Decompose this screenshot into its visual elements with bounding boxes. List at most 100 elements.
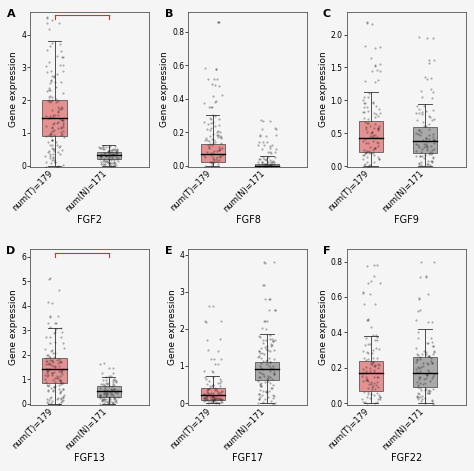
Point bbox=[113, 149, 121, 157]
Point bbox=[53, 53, 61, 60]
Point bbox=[264, 342, 271, 350]
Point bbox=[412, 109, 420, 117]
Point bbox=[210, 155, 217, 163]
Point bbox=[262, 345, 270, 352]
Point bbox=[259, 370, 266, 378]
Point bbox=[54, 148, 61, 155]
Point bbox=[214, 18, 222, 26]
Point bbox=[260, 350, 268, 358]
Point bbox=[213, 398, 220, 406]
Point bbox=[425, 135, 432, 142]
Point bbox=[429, 342, 437, 349]
Point bbox=[257, 382, 265, 390]
Point bbox=[364, 280, 372, 287]
Point bbox=[207, 355, 215, 363]
Point bbox=[425, 318, 432, 325]
Point bbox=[55, 359, 62, 367]
Point bbox=[107, 150, 115, 158]
Point bbox=[48, 299, 55, 307]
Point bbox=[47, 159, 55, 167]
Point bbox=[257, 379, 265, 387]
Point bbox=[416, 379, 423, 387]
Point bbox=[419, 146, 426, 153]
Point bbox=[52, 158, 59, 166]
Point bbox=[213, 394, 220, 401]
Point bbox=[262, 161, 270, 168]
Point bbox=[416, 131, 423, 139]
Point bbox=[211, 113, 219, 120]
Point bbox=[416, 355, 424, 363]
Point bbox=[106, 148, 113, 156]
Point bbox=[103, 396, 110, 403]
Point bbox=[109, 399, 117, 407]
Point bbox=[49, 388, 57, 395]
Point bbox=[417, 364, 425, 371]
Point bbox=[205, 377, 213, 385]
Point bbox=[44, 97, 52, 105]
Point bbox=[257, 365, 265, 372]
Point bbox=[207, 389, 214, 397]
Point bbox=[105, 158, 112, 165]
Point bbox=[266, 358, 274, 366]
Point bbox=[207, 115, 215, 122]
Point bbox=[365, 139, 372, 146]
Point bbox=[208, 151, 215, 158]
Point bbox=[210, 156, 218, 163]
Point bbox=[217, 153, 224, 160]
Point bbox=[258, 160, 265, 168]
Point bbox=[209, 382, 216, 390]
Point bbox=[266, 117, 273, 124]
Point bbox=[44, 387, 52, 395]
Point bbox=[100, 381, 108, 389]
Point bbox=[260, 317, 268, 325]
Point bbox=[258, 158, 266, 166]
Point bbox=[361, 114, 368, 122]
Point bbox=[108, 398, 115, 406]
Point bbox=[204, 141, 212, 148]
Point bbox=[46, 356, 54, 364]
Point bbox=[43, 399, 51, 406]
Point bbox=[55, 394, 62, 401]
Point bbox=[364, 376, 371, 383]
Point bbox=[261, 281, 268, 289]
Point bbox=[262, 379, 269, 386]
Point bbox=[429, 88, 437, 96]
Point bbox=[413, 116, 420, 123]
Point bbox=[416, 374, 423, 381]
Point bbox=[51, 353, 58, 360]
Point bbox=[203, 336, 211, 343]
Point bbox=[50, 383, 58, 391]
Point bbox=[272, 125, 279, 132]
Point bbox=[211, 122, 219, 130]
Point bbox=[203, 148, 211, 156]
Point bbox=[46, 141, 54, 149]
Point bbox=[209, 397, 217, 405]
Point bbox=[48, 136, 55, 144]
Point bbox=[209, 141, 216, 149]
Point bbox=[272, 131, 280, 139]
Point bbox=[55, 124, 62, 131]
Point bbox=[257, 117, 264, 124]
Point bbox=[209, 390, 217, 397]
Point bbox=[261, 162, 269, 170]
Point bbox=[49, 153, 57, 160]
Point bbox=[58, 378, 65, 386]
Point bbox=[212, 155, 219, 162]
Point bbox=[200, 394, 208, 402]
Point bbox=[100, 143, 107, 151]
Point bbox=[56, 142, 64, 149]
Point bbox=[414, 396, 422, 403]
Point bbox=[206, 141, 214, 148]
Point bbox=[60, 397, 67, 404]
Point bbox=[362, 139, 370, 147]
Point bbox=[42, 163, 50, 171]
Point bbox=[110, 386, 118, 393]
Point bbox=[414, 363, 422, 371]
Point bbox=[373, 398, 381, 406]
Point bbox=[364, 388, 372, 396]
Point bbox=[107, 146, 115, 154]
Point bbox=[218, 396, 226, 403]
Point bbox=[210, 75, 218, 82]
Point bbox=[370, 362, 378, 369]
Point bbox=[257, 360, 265, 367]
